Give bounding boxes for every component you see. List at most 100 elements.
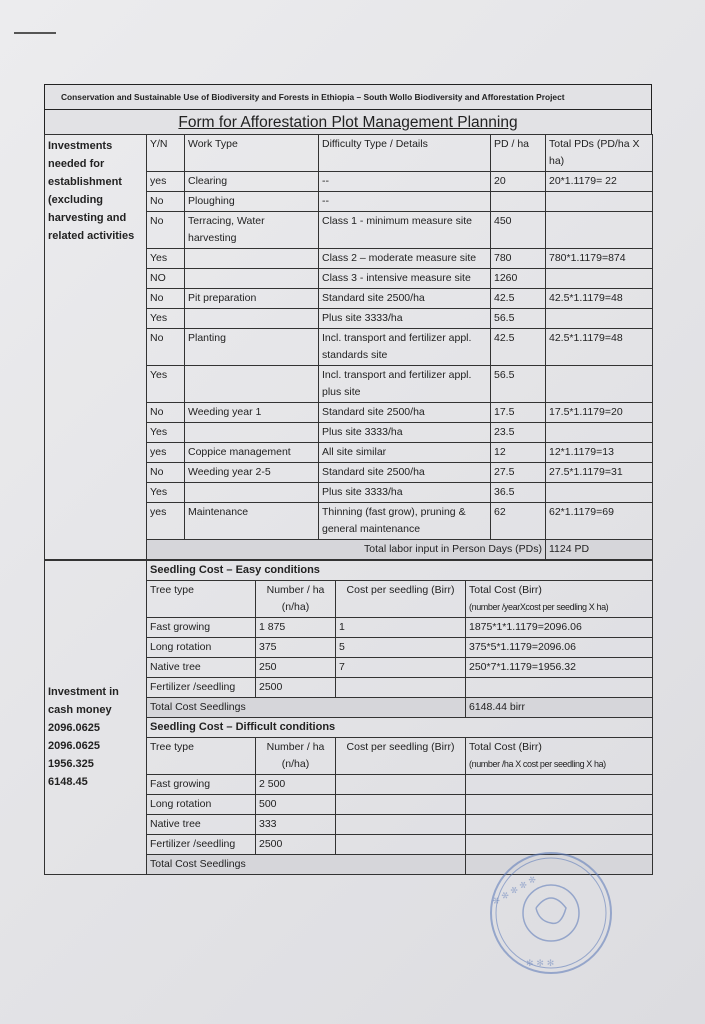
cost-per-seedling-cell: 5 (335, 637, 466, 658)
number-per-ha-cell: 2 500 (255, 774, 336, 795)
yn-cell: yes (146, 502, 185, 540)
total-cost-formula: (number /ha X cost per seedling X ha) (469, 759, 606, 769)
seedling-table: Investment in cash money 2096.0625 2096.06… (44, 560, 653, 875)
column-header: Total PDs (PD/ha X ha) (545, 134, 653, 172)
difficult-section-row: Seedling Cost – Difficult conditions (45, 717, 653, 738)
afforestation-form: Conservation and Sustainable Use of Biod… (44, 84, 653, 875)
tree-type-cell: Long rotation (146, 637, 256, 658)
work-type-cell: Maintenance (184, 502, 319, 540)
cash-value: 2096.0625 (48, 739, 100, 752)
table-row: Yes Plus site 3333/ha 23.5 (45, 422, 653, 443)
details-cell: -- (318, 171, 491, 192)
number-per-ha-cell: 500 (255, 794, 336, 815)
total-cost-cell (465, 774, 653, 795)
table-row: Fertilizer /seedling 2500 (45, 834, 653, 855)
yn-cell: No (146, 402, 185, 423)
svg-text:✻ ✻ ✻ ✻ ✻: ✻ ✻ ✻ ✻ ✻ (491, 875, 539, 908)
pd-per-ha-cell: 17.5 (490, 402, 546, 423)
details-cell: Standard site 2500/ha (318, 402, 491, 423)
work-type-cell (184, 482, 319, 503)
cash-label: Investment in cash money (48, 685, 119, 716)
number-per-ha-cell: 375 (255, 637, 336, 658)
total-pd-cell: 27.5*1.1179=31 (545, 462, 653, 483)
column-header: Cost per seedling (Birr) (335, 737, 466, 775)
work-type-cell: Terracing, Water harvesting (184, 211, 319, 249)
column-header: Number / ha (n/ha) (255, 580, 336, 618)
table-row: No Terracing, Water harvesting Class 1 - m… (45, 211, 653, 249)
column-header: Total Cost (Birr) (number /yearXcost per … (465, 580, 653, 618)
total-cost-cell: 1875*1*1.1179=2096.06 (465, 617, 653, 638)
cost-per-seedling-cell (335, 834, 466, 855)
svg-text:✻ ✻ ✻: ✻ ✻ ✻ (526, 959, 554, 969)
tree-type-cell: Native tree (146, 657, 256, 678)
official-stamp: ✻ ✻ ✻ ✻ ✻ ✻ ✻ ✻ (490, 852, 612, 974)
total-pd-cell (545, 365, 653, 403)
work-type-cell: Weeding year 2-5 (184, 462, 319, 483)
cost-per-seedling-cell (335, 794, 466, 815)
total-pd-cell: 12*1.1179=13 (545, 442, 653, 463)
table-row: Long rotation 500 (45, 794, 653, 815)
yn-cell: No (146, 211, 185, 249)
yn-cell: No (146, 288, 185, 309)
work-type-cell (184, 308, 319, 329)
yn-cell: No (146, 328, 185, 366)
pd-per-ha-cell: 62 (490, 502, 546, 540)
work-type-cell (184, 365, 319, 403)
details-cell: Plus site 3333/ha (318, 422, 491, 443)
tree-type-cell: Fast growing (146, 617, 256, 638)
total-cost-cell (465, 677, 653, 698)
yn-cell: Yes (146, 365, 185, 403)
pen-mark (14, 32, 56, 34)
total-pd-cell: 62*1.1179=69 (545, 502, 653, 540)
column-header: Work Type (184, 134, 319, 172)
yn-cell: Yes (146, 422, 185, 443)
cost-per-seedling-cell (335, 677, 466, 698)
number-per-ha-cell: 1 875 (255, 617, 336, 638)
column-header: Tree type (146, 580, 256, 618)
details-cell: All site similar (318, 442, 491, 463)
tree-type-cell: Native tree (146, 814, 256, 835)
work-type-cell: Coppice management (184, 442, 319, 463)
total-cost-header: Total Cost (Birr) (469, 741, 542, 753)
total-labor-label: Total labor input in Person Days (PDs) (146, 539, 546, 560)
pd-per-ha-cell: 56.5 (490, 308, 546, 329)
cash-value: 6148.45 (48, 775, 88, 788)
total-cost-value (465, 854, 653, 875)
table-row: Yes Plus site 3333/ha 56.5 (45, 308, 653, 329)
details-cell: Thinning (fast grow), pruning & general … (318, 502, 491, 540)
pd-per-ha-cell: 450 (490, 211, 546, 249)
total-pd-cell: 17.5*1.1179=20 (545, 402, 653, 423)
pd-per-ha-cell: 12 (490, 442, 546, 463)
table-row: Fast growing 1 875 1 1875*1*1.1179=2096.06 (45, 617, 653, 638)
column-header: Y/N (146, 134, 185, 172)
labor-total-row: Total labor input in Person Days (PDs) 11… (45, 539, 653, 560)
project-header: Conservation and Sustainable Use of Biod… (44, 84, 652, 109)
work-type-cell: Ploughing (184, 191, 319, 212)
table-row: yes Maintenance Thinning (fast grow), prun… (45, 502, 653, 540)
yn-cell: No (146, 191, 185, 212)
total-pd-cell: 42.5*1.1179=48 (545, 288, 653, 309)
total-pd-cell: 20*1.1179= 22 (545, 171, 653, 192)
table-row: No Planting Incl. transport and fertilizer… (45, 328, 653, 366)
cost-per-seedling-cell (335, 774, 466, 795)
details-cell: Class 3 - intensive measure site (318, 268, 491, 289)
total-pd-cell (545, 191, 653, 212)
yn-cell: yes (146, 442, 185, 463)
details-cell: Class 2 – moderate measure site (318, 248, 491, 269)
easy-total-row: Total Cost Seedlings 6148.44 birr (45, 697, 653, 718)
difficult-total-row: Total Cost Seedlings (45, 854, 653, 875)
labor-table: Investments needed for establishment (ex… (44, 134, 653, 560)
total-pd-cell: 780*1.1179=874 (545, 248, 653, 269)
total-pd-cell (545, 422, 653, 443)
details-cell: Standard site 2500/ha (318, 462, 491, 483)
total-pd-cell (545, 482, 653, 503)
table-row: NO Class 3 - intensive measure site 1260 (45, 268, 653, 289)
total-cost-label: Total Cost Seedlings (146, 854, 466, 875)
yn-cell: Yes (146, 482, 185, 503)
table-row: No Weeding year 2-5 Standard site 2500/ha 2… (45, 462, 653, 483)
section-label-establishment: Investments needed for establishment (ex… (44, 134, 147, 560)
easy-header-row: Tree type Number / ha (n/ha) Cost per seed… (45, 580, 653, 618)
cost-per-seedling-cell (335, 814, 466, 835)
table-row: yes Coppice management All site similar 12 1… (45, 442, 653, 463)
total-cost-label: Total Cost Seedlings (146, 697, 466, 718)
